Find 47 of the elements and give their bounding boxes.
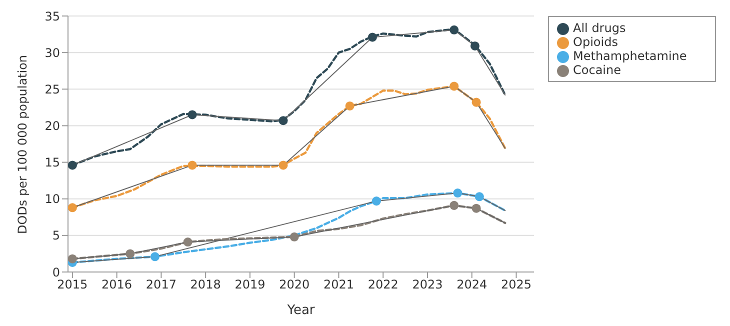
y-tick-label: 25 xyxy=(44,82,60,96)
point xyxy=(126,249,135,258)
point xyxy=(278,160,288,170)
point xyxy=(472,204,481,213)
x-tick-label: 2022 xyxy=(368,278,398,292)
x-tick-label: 2025 xyxy=(500,278,532,292)
x-tick-label: 2024 xyxy=(456,278,488,292)
point xyxy=(290,232,299,242)
point xyxy=(372,196,381,206)
point xyxy=(278,116,288,126)
legend-label: Opioids xyxy=(573,35,618,49)
x-tick-label: 2023 xyxy=(412,278,443,292)
point xyxy=(68,254,77,264)
point xyxy=(450,25,459,34)
point xyxy=(450,82,459,91)
point xyxy=(474,192,484,202)
legend-label: Methamphetamine xyxy=(573,49,687,63)
y-tick-label: 15 xyxy=(44,156,60,170)
legend-label: All drugs xyxy=(573,21,626,35)
y-tick-label: 30 xyxy=(44,46,60,60)
y-tick-label: 10 xyxy=(44,192,60,206)
x-tick-label: 2016 xyxy=(102,278,132,292)
point xyxy=(68,160,77,170)
y-tick-label: 5 xyxy=(52,228,60,243)
point xyxy=(183,238,192,247)
y-axis-title: DODs per 100 000 population xyxy=(15,54,30,234)
point xyxy=(368,32,377,42)
x-axis-title: Year xyxy=(286,303,316,318)
point xyxy=(188,110,197,120)
point xyxy=(470,41,480,50)
point xyxy=(450,200,459,210)
point xyxy=(188,160,197,170)
legend-label: Cocaine xyxy=(573,63,621,77)
point xyxy=(345,101,354,110)
x-tick-label: 2020 xyxy=(279,278,310,292)
x-tick-label: 2018 xyxy=(190,278,221,292)
x-tick-label: 2017 xyxy=(146,278,176,292)
y-tick-label: 35 xyxy=(44,9,60,24)
y-tick-label: 20 xyxy=(44,118,60,133)
x-tick-label: 2019 xyxy=(234,278,266,292)
point xyxy=(453,188,462,198)
y-tick-label: 0 xyxy=(52,265,60,280)
point xyxy=(472,98,481,107)
x-tick-label: 2015 xyxy=(57,278,88,292)
point xyxy=(150,252,160,262)
point xyxy=(68,203,77,212)
x-tick-label: 2021 xyxy=(323,278,354,292)
